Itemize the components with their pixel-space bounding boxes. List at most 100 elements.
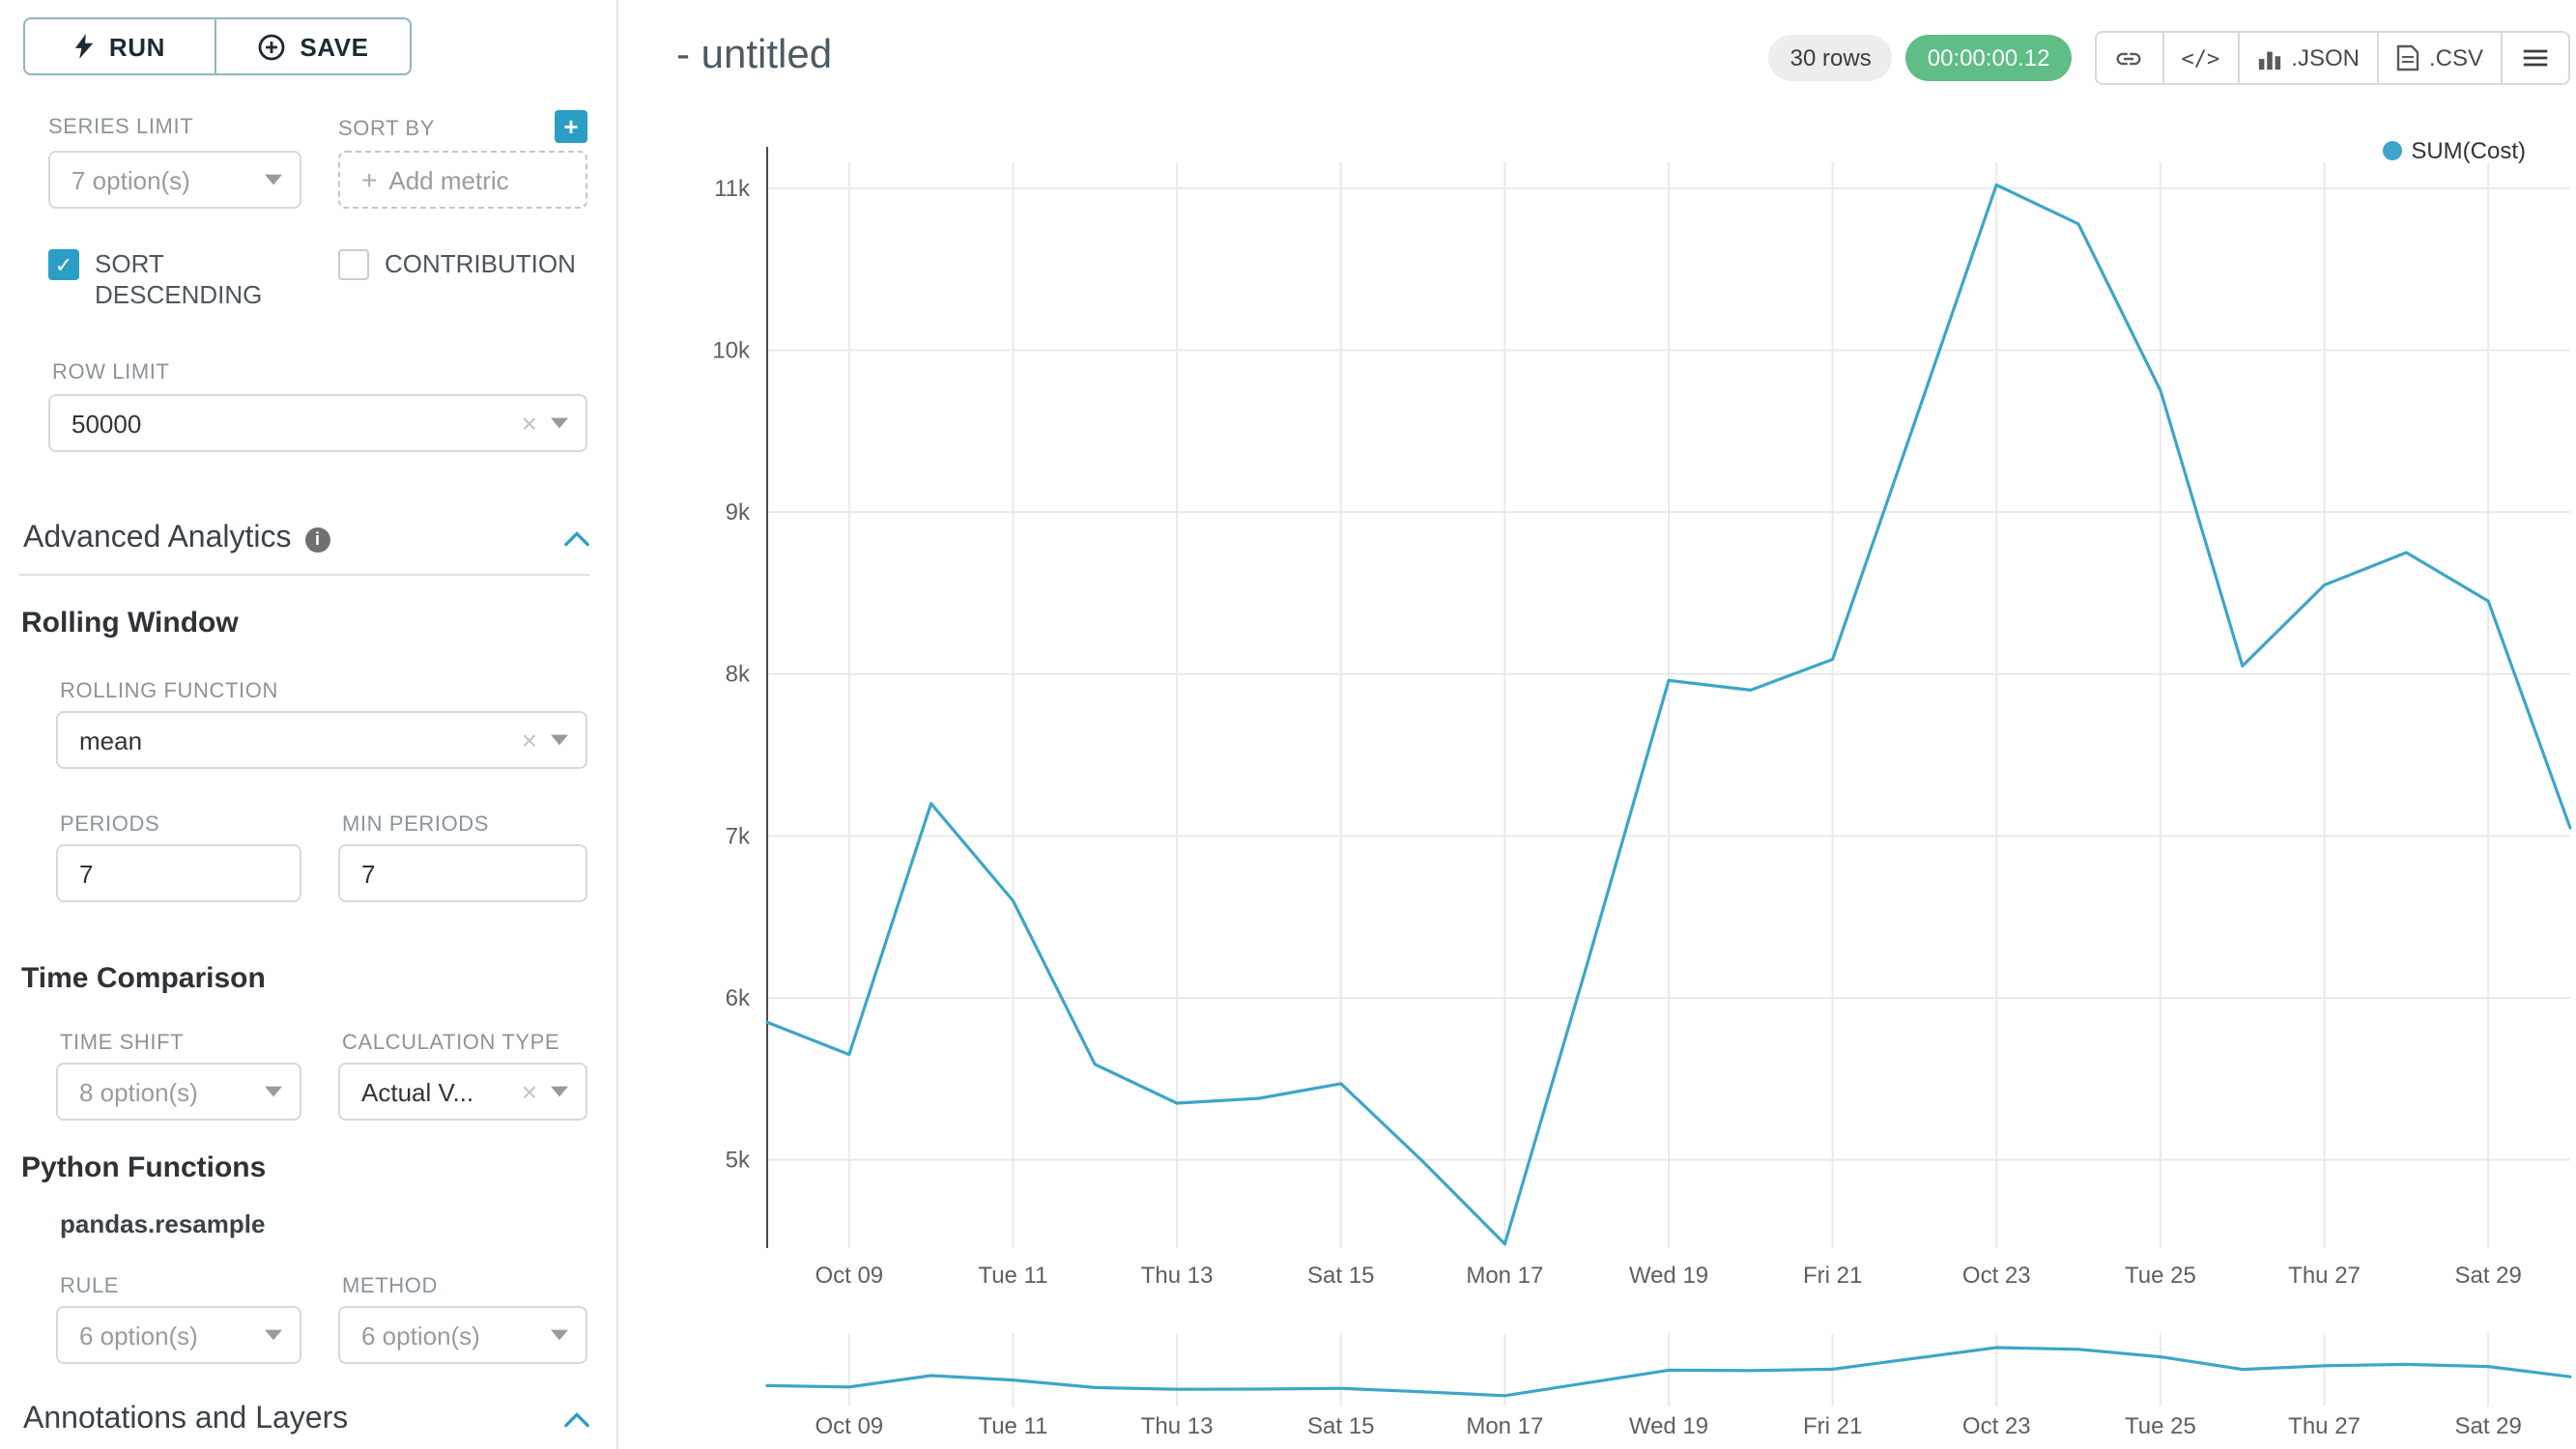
time-shift-label: TIME SHIFT [60, 1032, 185, 1055]
info-icon[interactable]: i [304, 526, 330, 552]
series-limit-label: SERIES LIMIT [48, 116, 194, 139]
link-icon [2117, 51, 2142, 65]
chevron-up-icon[interactable] [564, 531, 589, 547]
embed-code-button[interactable]: </> [2161, 31, 2240, 85]
contribution-label: CONTRIBUTION [385, 249, 576, 278]
chevron-down-icon [551, 1329, 568, 1341]
control-panel: RUN SAVE SERIES LIMIT SORT BY + 7 option… [0, 0, 618, 1449]
clear-icon[interactable]: × [521, 1076, 537, 1107]
sort-by-label: SORT BY [338, 118, 435, 141]
x-axis-tick-label: Wed 19 [1629, 1263, 1708, 1289]
x-axis-tick-label: Fri 21 [1803, 1263, 1862, 1289]
plus-icon: + [361, 164, 378, 195]
min-periods-input[interactable] [338, 844, 587, 902]
run-save-button-group: RUN SAVE [23, 17, 616, 75]
lightning-icon [75, 34, 95, 59]
clear-icon[interactable]: × [521, 408, 537, 439]
x-axis-tick-label: Thu 27 [2288, 1413, 2361, 1439]
y-axis-tick-label: 6k [726, 985, 751, 1011]
x-axis-tick-label: Oct 23 [1962, 1413, 2031, 1439]
x-axis-tick-label: Tue 25 [2125, 1413, 2196, 1439]
main-chart-canvas[interactable]: 5k 6k 7k 8k 9k 10k 11k Oct 09 Tue 11 Thu 13 Sat 15… [620, 0, 2576, 1306]
contribution-checkbox[interactable]: CONTRIBUTION [338, 249, 587, 311]
rule-value: 6 option(s) [79, 1321, 198, 1350]
file-icon [2396, 44, 2419, 71]
periods-input[interactable] [56, 844, 301, 902]
sort-by-add-metric-select[interactable]: + Add metric [338, 151, 587, 209]
chart-area: 5k 6k 7k 8k 9k 10k 11k Oct 09 Tue 11 Thu 13 Sat 15… [620, 0, 2576, 1449]
time-comparison-title: Time Comparison [21, 962, 266, 995]
rule-label: RULE [60, 1275, 120, 1298]
row-limit-select[interactable]: 50000 × [48, 394, 587, 452]
rolling-function-label: ROLLING FUNCTION [60, 680, 278, 703]
x-axis-tick-label: Thu 13 [1141, 1263, 1214, 1289]
chevron-down-icon [551, 417, 568, 429]
json-label: .JSON [2291, 44, 2360, 71]
bar-chart-icon [2258, 50, 2280, 70]
time-shift-select[interactable]: 8 option(s) [56, 1063, 301, 1121]
csv-label: .CSV [2428, 44, 2483, 71]
series-limit-select[interactable]: 7 option(s) [48, 151, 301, 209]
calculation-type-value: Actual V... [361, 1077, 474, 1106]
chevron-down-icon [265, 1086, 282, 1097]
export-json-button[interactable]: .JSON [2237, 31, 2379, 85]
chevron-up-icon[interactable] [564, 1412, 589, 1428]
save-label: SAVE [300, 32, 369, 61]
series-limit-value: 7 option(s) [72, 165, 190, 194]
clear-icon[interactable]: × [521, 724, 537, 755]
run-button[interactable]: RUN [23, 17, 216, 75]
x-axis-tick-label: Thu 13 [1141, 1413, 1214, 1439]
x-axis-tick-label: Oct 09 [815, 1413, 883, 1439]
chevron-down-icon [551, 734, 568, 746]
annotations-layers-header[interactable]: Annotations and Layers [23, 1403, 589, 1437]
rolling-function-select[interactable]: mean × [56, 711, 587, 769]
save-button[interactable]: SAVE [215, 17, 412, 75]
copy-link-button[interactable] [2094, 31, 2164, 85]
calculation-type-label: CALCULATION TYPE [342, 1032, 560, 1055]
y-axis-tick-label: 11k [714, 176, 751, 202]
x-axis-tick-label: Sat 29 [2454, 1413, 2521, 1439]
min-periods-label: MIN PERIODS [342, 813, 490, 837]
code-icon: </> [2181, 45, 2220, 71]
pandas-resample-label: pandas.resample [60, 1209, 266, 1238]
sort-by-placeholder: Add metric [388, 165, 509, 194]
mini-chart-scrubber[interactable]: Oct 09 Tue 11 Thu 13 Sat 15 Mon 17 Wed 19 Fri … [620, 1306, 2576, 1449]
mini-series-line [765, 1346, 2572, 1398]
x-axis-tick-label: Mon 17 [1466, 1413, 1543, 1439]
result-toolbar: 30 rows 00:00:00.12 </> .JSON [1768, 31, 2570, 85]
calculation-type-select[interactable]: Actual V... × [338, 1063, 587, 1121]
advanced-analytics-header[interactable]: Advanced Analytics i [23, 522, 589, 556]
method-label: METHOD [342, 1275, 438, 1298]
add-sort-metric-button[interactable]: + [555, 110, 587, 143]
x-axis-tick-label: Tue 25 [2125, 1263, 2196, 1289]
rolling-window-title: Rolling Window [21, 607, 239, 639]
x-axis-tick-label: Sat 15 [1307, 1413, 1374, 1439]
x-axis-tick-label: Oct 09 [815, 1263, 883, 1289]
chevron-down-icon [265, 174, 282, 185]
x-axis-tick-label: Oct 23 [1962, 1263, 2031, 1289]
y-axis-tick-label: 5k [726, 1148, 751, 1174]
row-limit-value: 50000 [72, 409, 142, 438]
method-select[interactable]: 6 option(s) [338, 1306, 587, 1364]
legend-label: SUM(Cost) [2411, 137, 2526, 164]
chart-menu-button[interactable] [2501, 31, 2570, 85]
sort-descending-checkbox[interactable]: ✓ SORT DESCENDING [48, 249, 301, 311]
hamburger-menu-icon [2523, 49, 2548, 67]
checkbox-unchecked-icon [338, 249, 369, 280]
python-functions-title: Python Functions [21, 1151, 267, 1184]
annotations-layers-title: Annotations and Layers [23, 1403, 349, 1435]
rolling-function-value: mean [79, 725, 143, 754]
chart-title: - untitled [676, 33, 833, 77]
x-axis-tick-label: Sat 15 [1307, 1263, 1374, 1289]
row-count-badge: 30 rows [1768, 35, 1893, 81]
row-limit-label: ROW LIMIT [52, 361, 170, 384]
chevron-down-icon [265, 1329, 282, 1341]
export-csv-button[interactable]: .CSV [2376, 31, 2503, 85]
sort-descending-label: SORT DESCENDING [95, 249, 263, 309]
chart-legend[interactable]: SUM(Cost) [2382, 137, 2526, 164]
rule-select[interactable]: 6 option(s) [56, 1306, 301, 1364]
x-axis-tick-label: Mon 17 [1466, 1263, 1543, 1289]
x-axis-tick-label: Tue 11 [978, 1263, 1047, 1289]
x-axis-tick-label: Fri 21 [1803, 1413, 1862, 1439]
y-axis-tick-label: 8k [726, 662, 751, 688]
